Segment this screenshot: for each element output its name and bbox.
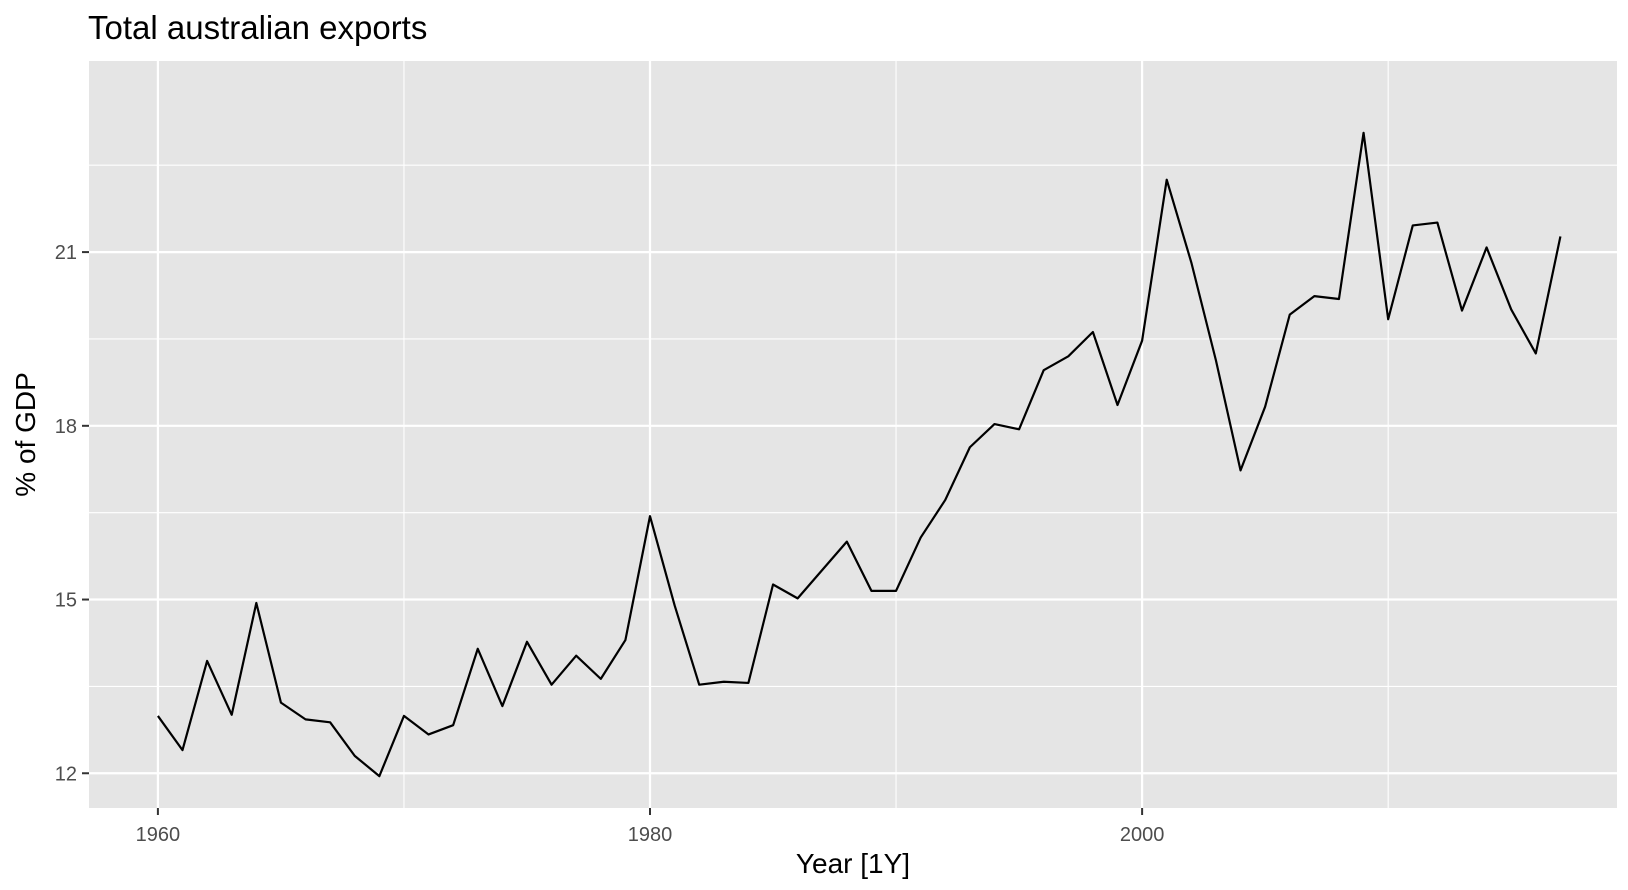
major-x-gridlines	[156, 61, 1144, 808]
major-y-gridlines	[89, 250, 1617, 775]
x-tick-label: 1960	[136, 824, 181, 846]
y-axis: 12 15 18 21	[55, 242, 89, 785]
y-tick-label: 21	[55, 242, 77, 264]
plot-panel	[89, 61, 1617, 808]
chart-title: Total australian exports	[88, 9, 427, 46]
minor-y-gridlines	[89, 164, 1617, 687]
y-tick-label: 15	[55, 590, 77, 612]
minor-x-gridlines	[403, 61, 1389, 808]
x-tick-label: 2000	[1120, 824, 1165, 846]
y-axis-title: % of GDP	[10, 372, 41, 496]
y-tick-label: 18	[55, 416, 77, 438]
y-tick-label: 12	[55, 763, 77, 785]
exports-series-line	[157, 131, 1562, 778]
x-axis-title: Year [1Y]	[796, 848, 910, 879]
x-axis: 1960 1980 2000	[136, 808, 1165, 846]
x-tick-label: 1980	[628, 824, 673, 846]
